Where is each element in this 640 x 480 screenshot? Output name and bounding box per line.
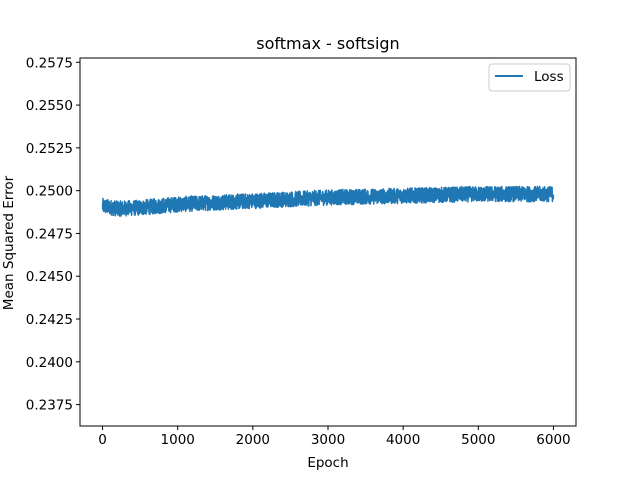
x-axis-label: Epoch — [307, 455, 348, 471]
x-tick-label: 2000 — [236, 432, 270, 448]
chart-title: softmax - softsign — [256, 34, 399, 53]
y-tick-label: 0.2450 — [26, 269, 73, 285]
x-axis: 0 1000 2000 3000 4000 5000 6000 — [98, 426, 571, 448]
x-tick-label: 0 — [98, 432, 107, 448]
y-tick-label: 0.2500 — [26, 184, 73, 200]
x-tick-label: 6000 — [536, 432, 570, 448]
x-tick-label: 5000 — [461, 432, 495, 448]
y-tick-label: 0.2425 — [26, 312, 73, 328]
legend: Loss — [488, 63, 571, 92]
loss-series-line — [101, 185, 555, 217]
axes-frame — [79, 57, 577, 427]
y-axis: 0.2375 0.2400 0.2425 0.2450 0.2475 0.2500 0.25… — [26, 55, 80, 414]
y-tick-label: 0.2550 — [26, 98, 73, 114]
y-tick-label: 0.2575 — [26, 55, 73, 71]
plot-area — [101, 185, 555, 217]
x-tick-label: 1000 — [161, 432, 195, 448]
y-axis-label: Mean Squared Error — [1, 175, 17, 310]
x-tick-label: 3000 — [311, 432, 345, 448]
x-tick-label: 4000 — [386, 432, 420, 448]
legend-box — [488, 63, 571, 92]
y-tick-label: 0.2525 — [26, 141, 73, 157]
y-tick-label: 0.2375 — [26, 398, 73, 414]
legend-label-loss: Loss — [534, 69, 564, 85]
y-tick-label: 0.2400 — [26, 355, 73, 371]
y-tick-label: 0.2475 — [26, 226, 73, 242]
